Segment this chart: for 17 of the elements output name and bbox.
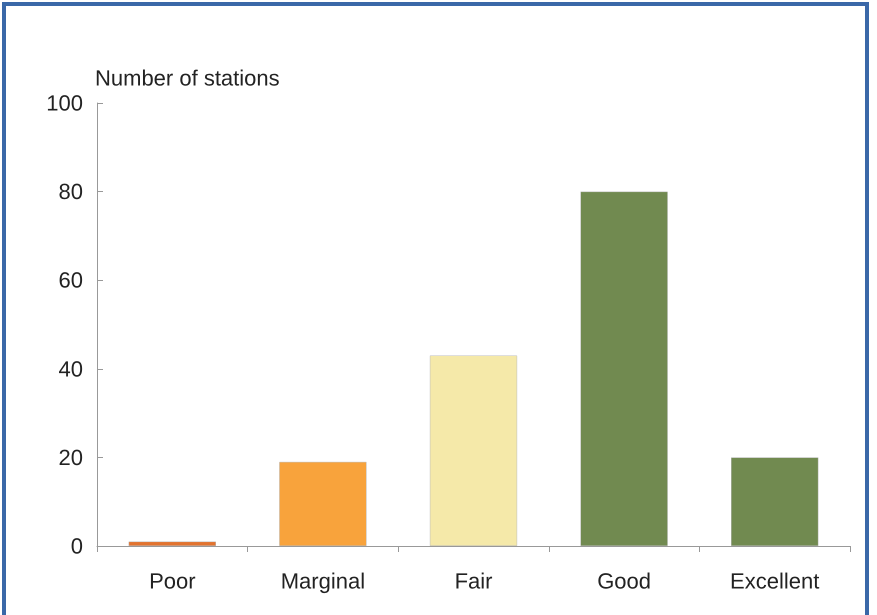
y-tick-label: 80 xyxy=(58,179,83,204)
x-tick-label: Marginal xyxy=(280,568,366,594)
y-tick-label: 40 xyxy=(58,356,83,382)
y-axis-title: Number of stations xyxy=(95,66,280,90)
y-tick-label: 60 xyxy=(58,268,83,293)
x-tick-label: Poor xyxy=(149,568,196,594)
bar xyxy=(731,457,818,546)
x-tick-label: Good xyxy=(597,568,652,594)
x-tick-label: Excellent xyxy=(730,568,820,594)
bar xyxy=(279,462,367,546)
y-tick-label: 20 xyxy=(58,444,83,470)
bar xyxy=(580,192,668,546)
y-tick-label: 100 xyxy=(46,90,83,116)
x-tick-label: Fair xyxy=(454,568,492,594)
y-tick-label: 0 xyxy=(70,534,83,558)
bar xyxy=(128,542,216,546)
bar xyxy=(430,356,518,546)
